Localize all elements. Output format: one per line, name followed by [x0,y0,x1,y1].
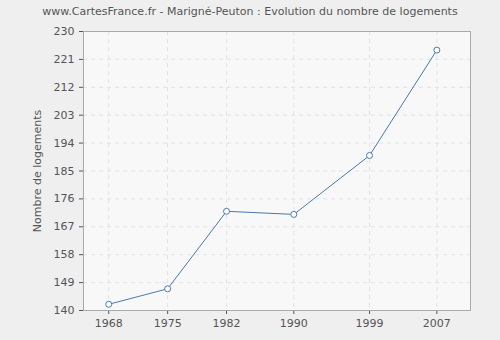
svg-text:2007: 2007 [423,317,451,330]
svg-text:1990: 1990 [280,317,308,330]
svg-text:167: 167 [54,220,75,233]
svg-text:230: 230 [54,25,75,38]
svg-text:1999: 1999 [356,317,384,330]
svg-text:194: 194 [54,137,75,150]
html-text:www.CartesFrance.fr - Marigné-: www.CartesFrance.fr - Marigné-Peuton : E… [42,5,458,18]
svg-text:149: 149 [54,276,75,289]
svg-text:1975: 1975 [154,317,182,330]
svg-text:1968: 1968 [95,317,123,330]
svg-text:185: 185 [54,165,75,178]
svg-text:140: 140 [54,304,75,317]
svg-text:Nombre de logements: Nombre de logements [31,109,44,232]
svg-text:221: 221 [54,53,75,66]
svg-text:1982: 1982 [213,317,241,330]
svg-text:176: 176 [54,192,75,205]
svg-text:212: 212 [54,81,75,94]
svg-text:158: 158 [54,248,75,261]
svg-text:203: 203 [54,109,75,122]
